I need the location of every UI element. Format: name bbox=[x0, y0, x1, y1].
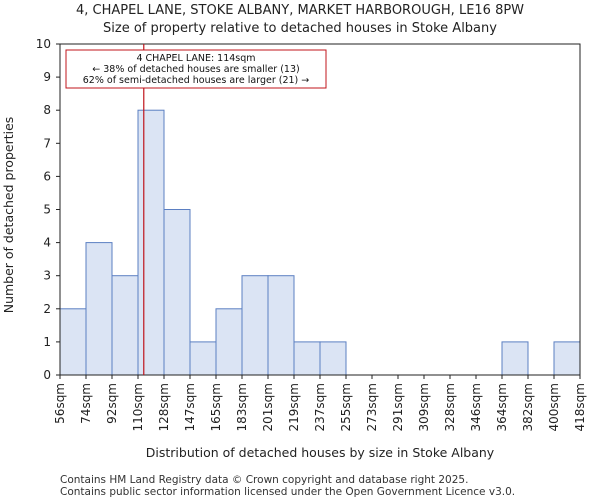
histogram-bar bbox=[111, 275, 139, 376]
x-tick-label: 219sqm bbox=[287, 383, 301, 431]
annotation-frame bbox=[65, 49, 327, 89]
y-tick-label: 4 bbox=[43, 236, 51, 250]
histogram-bar bbox=[59, 308, 87, 376]
footer-line-2: Contains public sector information licen… bbox=[60, 486, 515, 498]
plot-frame bbox=[59, 43, 581, 376]
histogram-bar bbox=[293, 341, 321, 376]
y-tick-label: 5 bbox=[43, 203, 51, 217]
y-tick-label: 9 bbox=[43, 70, 51, 84]
x-tick-label: 346sqm bbox=[469, 383, 483, 431]
x-tick-label: 128sqm bbox=[157, 383, 171, 431]
chart-subtitle: Size of property relative to detached ho… bbox=[103, 21, 497, 36]
histogram-bar bbox=[163, 209, 191, 376]
histogram-bar bbox=[189, 341, 217, 376]
annotation-line-3: 62% of semi-detached houses are larger (… bbox=[83, 75, 310, 86]
y-tick-label: 1 bbox=[43, 335, 51, 349]
x-tick-label: 92sqm bbox=[105, 383, 119, 424]
annotation-box: 4 CHAPEL LANE: 114sqm ← 38% of detached … bbox=[65, 49, 327, 89]
x-tick-label: 273sqm bbox=[365, 383, 379, 431]
y-tick-label: 2 bbox=[43, 302, 51, 316]
x-tick-label: 291sqm bbox=[391, 383, 405, 431]
x-tick-label: 400sqm bbox=[547, 383, 561, 431]
y-axis-ticks: 0 1 2 3 4 5 6 7 8 9 10 bbox=[36, 37, 60, 382]
histogram-bar bbox=[319, 341, 347, 376]
y-tick-label: 6 bbox=[43, 169, 51, 183]
x-tick-label: 309sqm bbox=[417, 383, 431, 431]
histogram-bar bbox=[137, 109, 165, 376]
x-tick-label: 183sqm bbox=[235, 383, 249, 431]
y-tick-label: 3 bbox=[43, 269, 51, 283]
bars bbox=[59, 109, 581, 376]
x-tick-label: 382sqm bbox=[521, 383, 535, 431]
histogram-bar bbox=[553, 341, 581, 376]
footer-line-1: Contains HM Land Registry data © Crown c… bbox=[60, 474, 468, 486]
y-axis-label: Number of detached properties bbox=[1, 117, 16, 314]
x-axis-label: Distribution of detached houses by size … bbox=[146, 445, 495, 460]
annotation-line-1: 4 CHAPEL LANE: 114sqm bbox=[136, 53, 255, 64]
x-tick-label: 418sqm bbox=[573, 383, 587, 431]
x-tick-label: 364sqm bbox=[495, 383, 509, 431]
histogram-bar bbox=[267, 275, 295, 376]
x-tick-label: 237sqm bbox=[313, 383, 327, 431]
x-tick-label: 328sqm bbox=[443, 383, 457, 431]
histogram-bar bbox=[501, 341, 529, 376]
x-tick-label: 165sqm bbox=[209, 383, 223, 431]
y-tick-label: 10 bbox=[36, 37, 51, 51]
x-tick-label: 56sqm bbox=[53, 383, 67, 424]
x-tick-label: 255sqm bbox=[339, 383, 353, 431]
histogram-bar bbox=[215, 308, 243, 376]
y-tick-label: 7 bbox=[43, 136, 51, 150]
x-tick-label: 147sqm bbox=[183, 383, 197, 431]
chart-title: 4, CHAPEL LANE, STOKE ALBANY, MARKET HAR… bbox=[76, 3, 524, 18]
histogram-bar bbox=[241, 275, 269, 376]
x-tick-label: 201sqm bbox=[261, 383, 275, 431]
x-axis-ticks: 56sqm 74sqm 92sqm 110sqm 128sqm 147sqm 165sqm 1… bbox=[53, 375, 587, 431]
x-tick-label: 74sqm bbox=[79, 383, 93, 424]
y-tick-label: 0 bbox=[43, 368, 51, 382]
annotation-line-2: ← 38% of detached houses are smaller (13… bbox=[92, 64, 299, 75]
y-tick-label: 8 bbox=[43, 103, 51, 117]
histogram-bar bbox=[85, 242, 113, 376]
x-tick-label: 110sqm bbox=[131, 383, 145, 431]
